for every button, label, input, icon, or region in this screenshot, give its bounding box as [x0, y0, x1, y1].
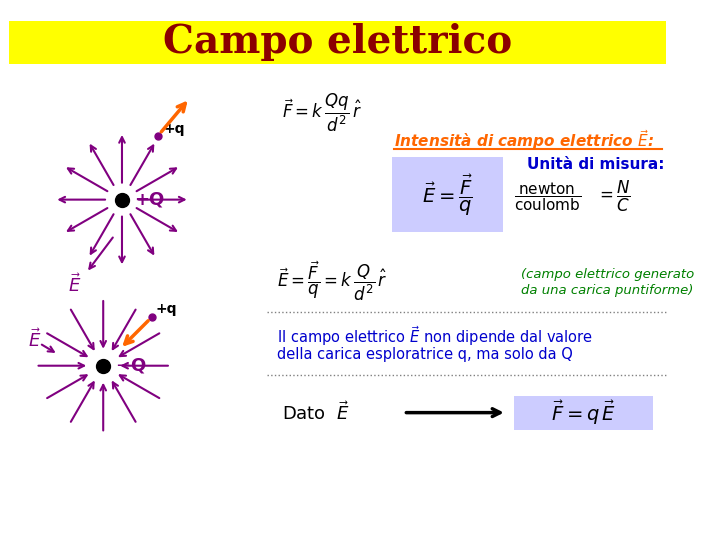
Bar: [392, 157, 503, 232]
Text: $\vec{E} = \dfrac{\vec{F}}{q} = k\,\dfrac{Q}{d^2}\,\hat{r}$: $\vec{E} = \dfrac{\vec{F}}{q} = k\,\dfra…: [276, 259, 387, 303]
Text: $\vec{F} = q\,\vec{E}$: $\vec{F} = q\,\vec{E}$: [551, 399, 616, 427]
Text: $= \dfrac{N}{C}$: $= \dfrac{N}{C}$: [596, 179, 631, 214]
Text: Unità di misura:: Unità di misura:: [527, 157, 665, 172]
Text: +q: +q: [156, 302, 177, 316]
Text: $\vec{F} = k\,\dfrac{Qq}{d^2}\,\hat{r}$: $\vec{F} = k\,\dfrac{Qq}{d^2}\,\hat{r}$: [282, 91, 362, 133]
Text: Il campo elettrico $\vec{E}$ non dipende dal valore: Il campo elettrico $\vec{E}$ non dipende…: [276, 324, 593, 348]
Text: +Q: +Q: [134, 191, 164, 208]
Text: $\vec{E} = \dfrac{\vec{F}}{q}$: $\vec{E} = \dfrac{\vec{F}}{q}$: [422, 172, 473, 218]
Text: $-$Q: $-$Q: [115, 356, 147, 375]
Text: (campo elettrico generato: (campo elettrico generato: [521, 268, 694, 281]
Text: $\vec{E}$: $\vec{E}$: [68, 273, 81, 295]
Text: Campo elettrico: Campo elettrico: [163, 23, 513, 61]
Text: $\dfrac{\mathrm{newton}}{\mathrm{coulomb}}$: $\dfrac{\mathrm{newton}}{\mathrm{coulomb…: [514, 180, 582, 213]
Text: $\vec{E}$: $\vec{E}$: [28, 328, 42, 351]
Text: +q: +q: [163, 122, 185, 136]
Bar: [514, 396, 653, 429]
Text: Intensità di campo elettrico $\vec{E}$:: Intensità di campo elettrico $\vec{E}$:: [394, 129, 654, 152]
Text: Dato  $\vec{E}$: Dato $\vec{E}$: [282, 401, 349, 424]
Text: della carica esploratrice q, ma solo da Q: della carica esploratrice q, ma solo da …: [276, 347, 572, 362]
Bar: [9, 22, 666, 64]
Text: da una carica puntiforme): da una carica puntiforme): [521, 284, 693, 297]
